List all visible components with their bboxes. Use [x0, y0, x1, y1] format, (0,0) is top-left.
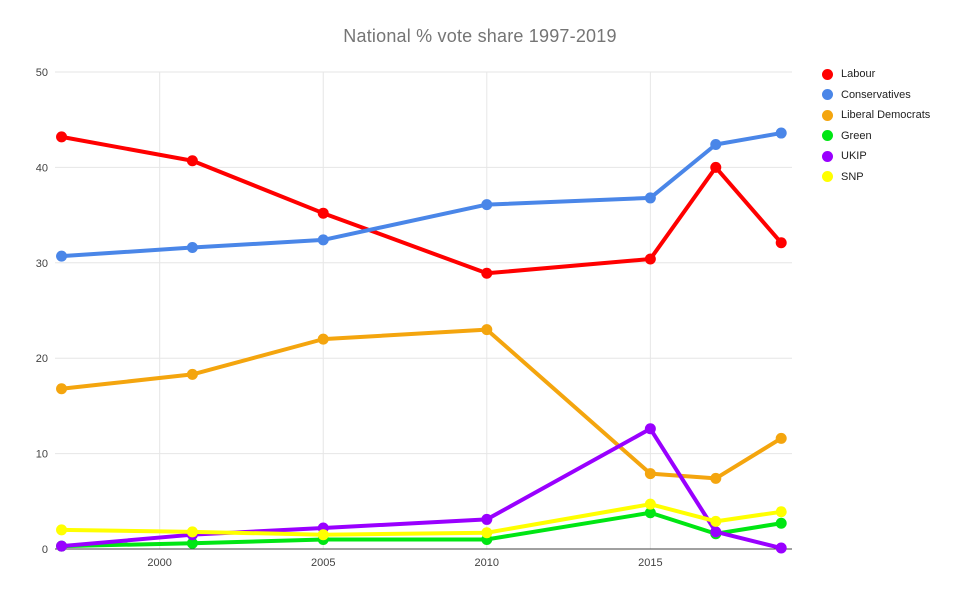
series-line-labour — [59, 134, 784, 276]
y-tick-label: 40 — [36, 162, 48, 174]
series-line-liberal-democrats — [59, 327, 784, 481]
data-point-labour[interactable] — [481, 267, 493, 279]
data-point-green[interactable] — [644, 507, 656, 519]
legend-label: Labour — [841, 68, 876, 81]
chart-title: National % vote share 1997-2019 — [343, 26, 617, 46]
data-point-snp[interactable] — [317, 529, 329, 541]
data-point-snp[interactable] — [56, 524, 68, 536]
y-tick-label: 50 — [36, 67, 48, 79]
data-point-ukip[interactable] — [56, 540, 68, 552]
data-point-ukip[interactable] — [775, 542, 787, 554]
y-tick-label: 10 — [36, 449, 48, 461]
data-point-conservatives[interactable] — [644, 192, 656, 204]
data-point-ukip[interactable] — [481, 513, 493, 525]
data-point-liberal-democrats[interactable] — [710, 472, 722, 484]
legend-label: Conservatives — [841, 88, 911, 101]
data-point-labour[interactable] — [56, 131, 68, 143]
data-point-conservatives[interactable] — [481, 199, 493, 211]
legend-item-ukip: UKIP — [822, 146, 930, 167]
data-point-labour[interactable] — [644, 253, 656, 265]
data-point-liberal-democrats[interactable] — [186, 368, 198, 380]
data-point-snp[interactable] — [481, 527, 493, 539]
series-line-conservatives — [59, 131, 784, 259]
data-point-ukip[interactable] — [710, 526, 722, 538]
data-point-snp[interactable] — [775, 506, 787, 518]
data-point-conservatives[interactable] — [186, 242, 198, 254]
data-point-labour[interactable] — [775, 237, 787, 249]
data-point-conservatives[interactable] — [56, 250, 68, 262]
legend-swatch-icon — [822, 68, 833, 80]
legend-label: Liberal Democrats — [841, 109, 931, 122]
data-point-liberal-democrats[interactable] — [317, 333, 329, 345]
data-point-conservatives[interactable] — [775, 127, 787, 139]
legend-item-labour: Labour — [822, 64, 930, 85]
legend-item-snp: SNP — [822, 167, 930, 188]
legend-swatch-icon — [822, 150, 833, 162]
data-point-liberal-democrats[interactable] — [481, 324, 493, 336]
data-point-snp[interactable] — [186, 526, 198, 538]
series-line-green — [59, 510, 784, 549]
y-tick-label: 0 — [42, 544, 48, 556]
legend-swatch-icon — [822, 109, 833, 121]
x-tick-label: 2015 — [638, 557, 662, 569]
legend-swatch-icon — [822, 89, 833, 101]
legend-swatch-icon — [822, 130, 833, 142]
data-point-labour[interactable] — [186, 155, 198, 167]
legend-item-liberal-democrats: Liberal Democrats — [822, 105, 930, 126]
data-point-snp[interactable] — [710, 515, 722, 527]
data-point-liberal-democrats[interactable] — [56, 383, 68, 395]
legend-label: Green — [841, 129, 872, 142]
x-tick-label: 2010 — [475, 557, 499, 569]
x-tick-label: 2000 — [147, 557, 171, 569]
data-point-conservatives[interactable] — [710, 139, 722, 151]
y-tick-label: 20 — [36, 353, 48, 365]
y-tick-label: 30 — [36, 258, 48, 270]
data-point-labour[interactable] — [317, 207, 329, 219]
data-point-liberal-democrats[interactable] — [775, 432, 787, 444]
legend: Labour Conservatives Liberal Democrats Gree… — [822, 64, 930, 187]
data-point-ukip[interactable] — [644, 423, 656, 435]
legend-label: UKIP — [841, 150, 867, 163]
data-point-liberal-democrats[interactable] — [644, 468, 656, 480]
legend-label: SNP — [841, 170, 864, 183]
data-point-labour[interactable] — [710, 161, 722, 173]
legend-item-conservatives: Conservatives — [822, 85, 930, 106]
legend-swatch-icon — [822, 171, 833, 183]
data-point-conservatives[interactable] — [317, 234, 329, 246]
data-point-green[interactable] — [775, 517, 787, 529]
data-point-green[interactable] — [186, 537, 198, 549]
x-tick-label: 2005 — [311, 557, 335, 569]
data-point-snp[interactable] — [644, 498, 656, 510]
legend-item-green: Green — [822, 126, 930, 147]
